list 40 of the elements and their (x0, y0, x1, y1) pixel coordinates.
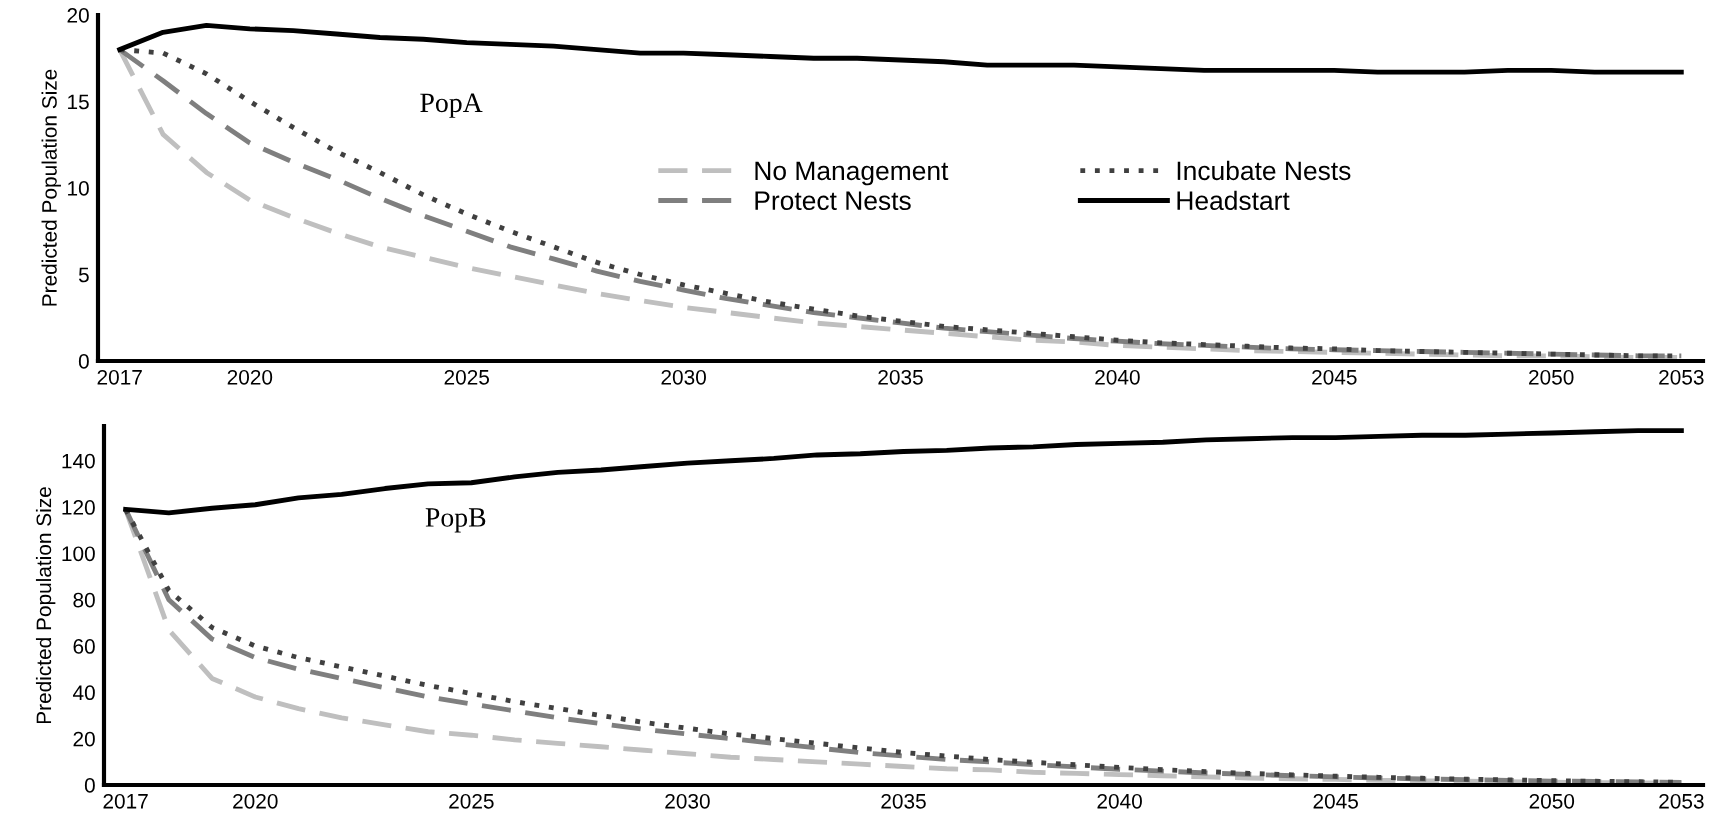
y-tick-label: 20 (73, 731, 95, 747)
annotation: PopA (420, 93, 483, 118)
line-series (117, 22, 1684, 75)
x-tick-label: 2040 (1097, 793, 1142, 809)
x-tick-label: 2053 (1659, 369, 1704, 385)
y-axis-title: Predicted Population Size (41, 69, 61, 306)
y-tick-label: 0 (84, 778, 95, 793)
x-tick-label: 2045 (1313, 793, 1358, 809)
y-tick-label: 20 (67, 8, 89, 23)
x-tick-label: 2025 (449, 793, 494, 809)
x-tick-label: 2040 (1095, 369, 1140, 385)
y-tick-label: 80 (73, 592, 95, 608)
legend-label: Protect Nests (755, 191, 911, 211)
x-tick-label: 2035 (878, 369, 923, 385)
y-axis-title: Predicted Population Size (35, 487, 56, 724)
y-tick-label: 140 (62, 453, 95, 469)
legend-label: No Management (755, 161, 949, 186)
y-tick-label: 0 (78, 354, 89, 369)
y-tick-label: 120 (62, 500, 95, 515)
y-tick-label: 100 (62, 546, 95, 562)
x-tick-label: 2025 (444, 369, 490, 385)
x-tick-label: 2045 (1312, 369, 1357, 385)
y-tick-label: 5 (78, 267, 89, 283)
x-tick-label: 2050 (1529, 793, 1575, 809)
x-tick-label: 2017 (97, 369, 142, 385)
x-tick-label: 2030 (661, 369, 706, 385)
x-tick-label: 2020 (227, 369, 273, 385)
x-tick-label: 2050 (1529, 369, 1574, 385)
x-tick-label: 2020 (233, 793, 278, 809)
legend-label: Incubate Nests (1177, 160, 1351, 181)
x-tick-label: 2030 (665, 793, 710, 809)
annotation: PopB (425, 508, 486, 533)
y-tick-label: 15 (68, 94, 89, 110)
x-tick-label: 2053 (1659, 793, 1704, 809)
x-tick-label: 2035 (881, 793, 926, 809)
x-tick-label: 2017 (103, 793, 148, 809)
legend-label: Headstart (1177, 190, 1290, 211)
y-tick-label: 40 (72, 685, 95, 701)
y-tick-label: 60 (73, 639, 95, 654)
y-tick-label: 10 (68, 181, 89, 196)
